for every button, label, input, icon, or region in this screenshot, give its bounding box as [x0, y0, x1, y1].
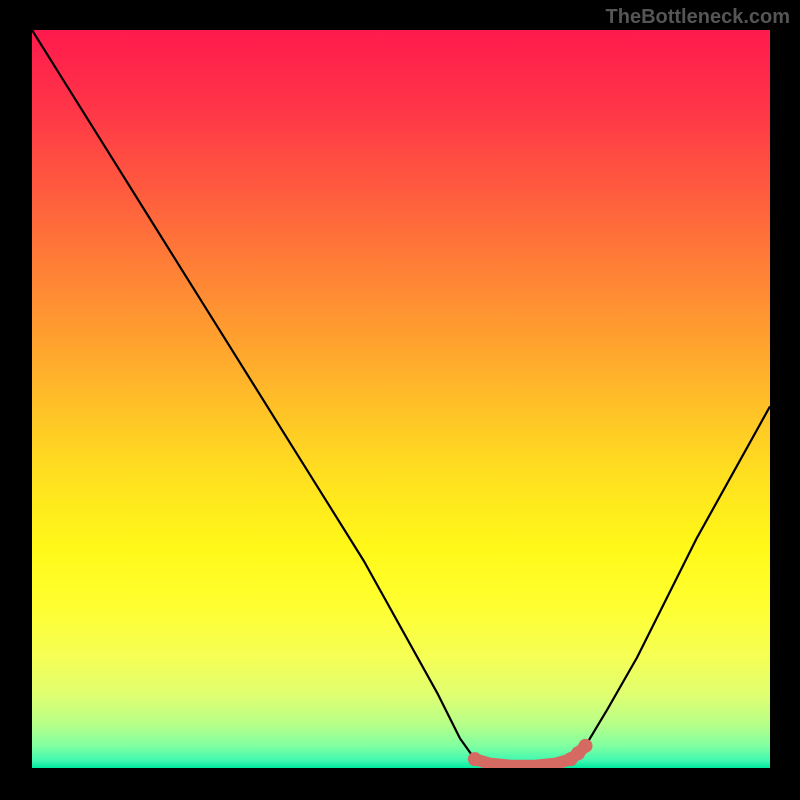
watermark-text: TheBottleneck.com — [606, 6, 790, 29]
chart-svg — [32, 30, 770, 768]
gradient-background — [32, 30, 770, 768]
highlight-dot — [468, 752, 482, 766]
highlight-dot — [579, 739, 593, 753]
bottleneck-chart — [32, 30, 770, 768]
